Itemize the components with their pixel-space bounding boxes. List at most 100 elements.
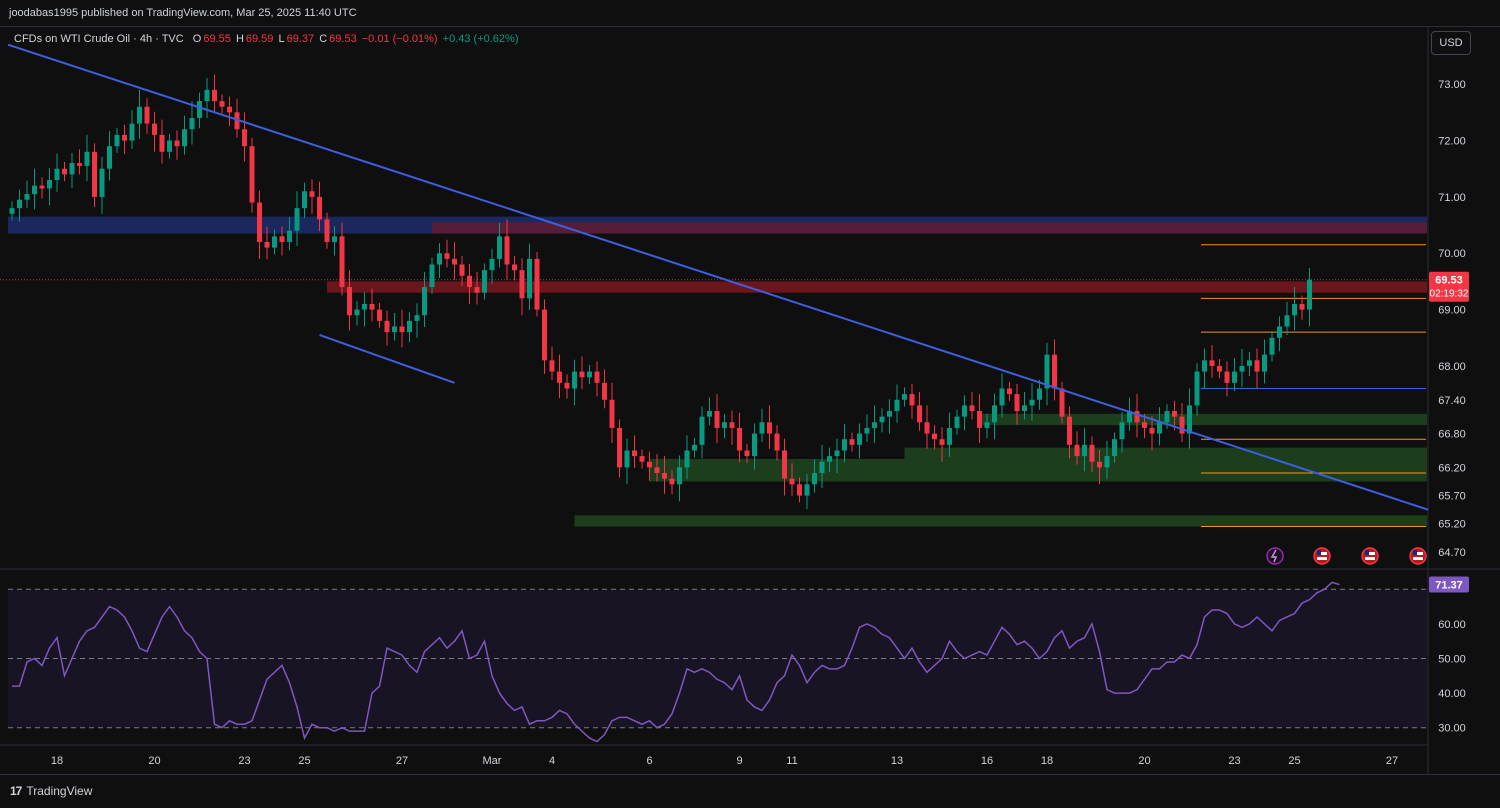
candle-body	[632, 450, 637, 457]
candle-body	[84, 151, 90, 166]
candle-body	[324, 219, 330, 242]
price-axis-tick-label: 68.00	[1438, 361, 1466, 373]
candle-body	[722, 422, 727, 428]
price-axis-tick-label: 70.00	[1438, 248, 1466, 260]
candle-body	[429, 264, 435, 288]
candle-body	[999, 388, 1005, 406]
candle-body	[249, 146, 255, 203]
time-axis-tick-label: 27	[1386, 755, 1398, 767]
candle-body	[1067, 416, 1072, 445]
price-axis-tick-label: 67.40	[1438, 395, 1466, 407]
currency-button[interactable]: USD	[1431, 31, 1471, 55]
low-value: 69.37	[286, 33, 315, 45]
trendlines[interactable]	[7, 43, 1429, 511]
candle-body	[1292, 303, 1297, 316]
rsi-line	[12, 581, 1340, 743]
candles	[9, 74, 1312, 510]
candle-body	[759, 422, 765, 434]
candle-body	[99, 168, 105, 197]
candle-body	[77, 163, 82, 166]
high-label: H	[235, 33, 244, 45]
candle-body	[459, 264, 465, 276]
candle-body	[549, 360, 555, 372]
candle-body	[309, 191, 315, 197]
candle-body	[729, 422, 735, 428]
candle-body	[144, 106, 150, 124]
candle-body	[752, 433, 757, 457]
candle-body	[467, 275, 472, 288]
candle-body	[347, 287, 352, 316]
candle-body	[1134, 411, 1140, 423]
candle-body	[1232, 371, 1237, 383]
candle-body	[1179, 416, 1185, 434]
candle-body	[804, 484, 810, 496]
candle-body	[902, 394, 907, 400]
time-axis-tick-label: 6	[646, 755, 652, 767]
candle-body	[812, 473, 817, 485]
candle-body	[992, 405, 997, 423]
candle-body	[962, 405, 967, 417]
candle-body	[947, 427, 952, 445]
symbol-title[interactable]: CFDs on WTI Crude Oil · 4h · TVC	[14, 33, 184, 45]
candle-body	[617, 427, 622, 468]
candle-body	[677, 467, 682, 485]
candle-body	[474, 287, 480, 293]
candle-body	[1127, 411, 1132, 423]
candle-body	[234, 112, 240, 130]
candle-body	[1247, 360, 1252, 366]
current-price-label: 69.53	[1435, 275, 1463, 287]
close-label: C	[319, 33, 328, 45]
candle-body	[444, 253, 450, 259]
candle-body	[362, 303, 367, 310]
candle-body	[872, 422, 877, 428]
candle-body	[437, 253, 442, 265]
candle-body	[1097, 461, 1102, 468]
rsi-pane[interactable]: 60.00 50.00 40.00 30.00 71.37	[8, 576, 1469, 743]
price-axis-tick-label: 66.20	[1438, 462, 1466, 474]
us-flag-event-icon	[1317, 552, 1327, 555]
candle-body	[62, 168, 67, 175]
us-flag-event-icon	[1313, 547, 1331, 565]
candle-body	[519, 270, 525, 299]
us-flag-event-icon	[1365, 552, 1375, 555]
candle-body	[827, 456, 832, 462]
rsi-value-tag	[1429, 576, 1469, 593]
tradingview-brand[interactable]: 17 TradingView	[10, 784, 92, 798]
candle-body	[1082, 444, 1087, 457]
candle-body	[564, 382, 570, 389]
candle-body	[129, 123, 135, 141]
candle-body	[167, 140, 172, 152]
us-flag-event-icon	[1409, 547, 1427, 565]
time-axis-tick-label: 23	[238, 755, 250, 767]
lightning-event-icon	[1270, 549, 1278, 563]
candle-body	[54, 168, 60, 180]
candle-body	[354, 309, 360, 316]
candle-body	[699, 416, 705, 445]
candle-body	[624, 450, 630, 468]
candle-body	[534, 258, 540, 310]
time-axis-tick-label: 20	[1138, 755, 1150, 767]
time-axis-tick-label: 16	[981, 755, 993, 767]
price-axis-tick-label: 65.70	[1438, 491, 1466, 503]
candle-body	[197, 101, 202, 118]
candle-body	[864, 427, 870, 434]
candle-body	[984, 422, 990, 428]
candle-body	[369, 303, 375, 310]
candle-body	[287, 230, 292, 242]
candle-body	[849, 439, 855, 445]
rsi-value-label: 71.37	[1435, 580, 1463, 592]
brand-name: TradingView	[26, 784, 93, 798]
open-label: O	[192, 33, 202, 45]
open-value: 69.55	[203, 33, 231, 45]
candle-body	[489, 258, 495, 271]
price-axis-tick-label: 69.00	[1438, 305, 1466, 317]
axes: 73.00 72.00 71.00 70.00 69.00 68.00 67.40 66.80…	[51, 79, 1469, 767]
candle-body	[1014, 394, 1020, 412]
price-axis-tick-label: 65.20	[1438, 519, 1466, 531]
candle-body	[1142, 422, 1147, 428]
candle-body	[602, 382, 607, 400]
candle-body	[1149, 427, 1155, 434]
demand-zone	[574, 515, 1427, 527]
event-markers[interactable]	[1266, 547, 1427, 565]
